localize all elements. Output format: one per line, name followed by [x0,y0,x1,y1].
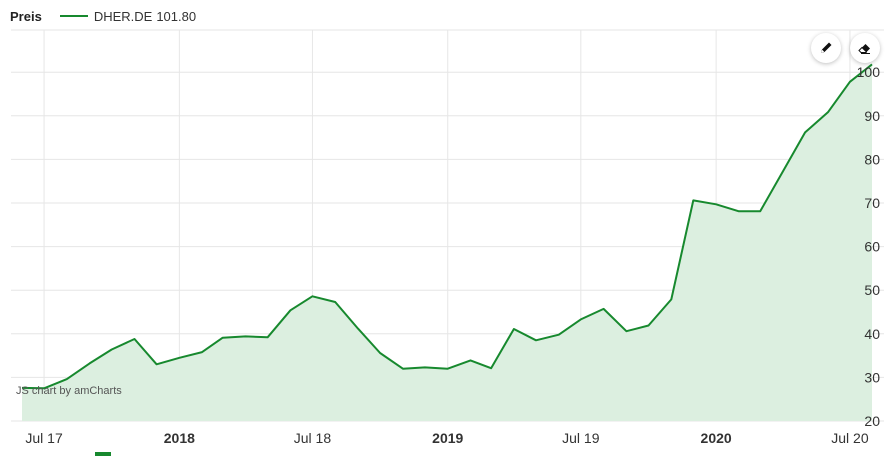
y-tick-label: 90 [864,108,880,124]
y-tick-label: 20 [864,413,880,429]
y-tick-label: 30 [864,369,880,385]
x-tick-label: Jul 19 [562,430,600,446]
x-axis: Jul 17 2018 Jul 18 2019 Jul 19 2020 Jul 20 [25,430,868,446]
x-tick-label: Jul 20 [831,430,869,446]
legend-series-value: 101.80 [156,8,197,24]
x-tick-label: Jul 18 [294,430,332,446]
y-tick-label: 70 [864,195,880,211]
draw-button[interactable] [811,33,841,63]
y-tick-label: 40 [864,326,880,342]
erase-button[interactable] [850,33,880,63]
x-tick-label: 2018 [164,430,195,446]
scrollbar-grip[interactable] [95,452,111,456]
legend-series-name[interactable]: DHER.DE [93,8,153,24]
y-tick-label: 50 [864,282,880,298]
legend-swatch [59,15,88,17]
chart-credit[interactable]: JS chart by amCharts [16,385,122,397]
y-tick-label: 100 [857,64,881,80]
y-tick-label: 60 [864,239,880,255]
y-tick-label: 80 [864,151,880,167]
series-area [22,64,872,422]
x-tick-label: Jul 17 [25,430,63,446]
legend-title: Preis [10,8,42,24]
eraser-icon [858,44,870,54]
x-tick-label: 2020 [701,430,732,446]
series-line[interactable] [21,63,873,390]
pencil-icon [821,42,832,53]
y-axis: 20 30 40 50 60 70 80 90 100 [857,64,881,429]
chart-legend: Preis DHER.DE 101.80 [10,6,196,26]
x-tick-label: 2019 [432,430,463,446]
